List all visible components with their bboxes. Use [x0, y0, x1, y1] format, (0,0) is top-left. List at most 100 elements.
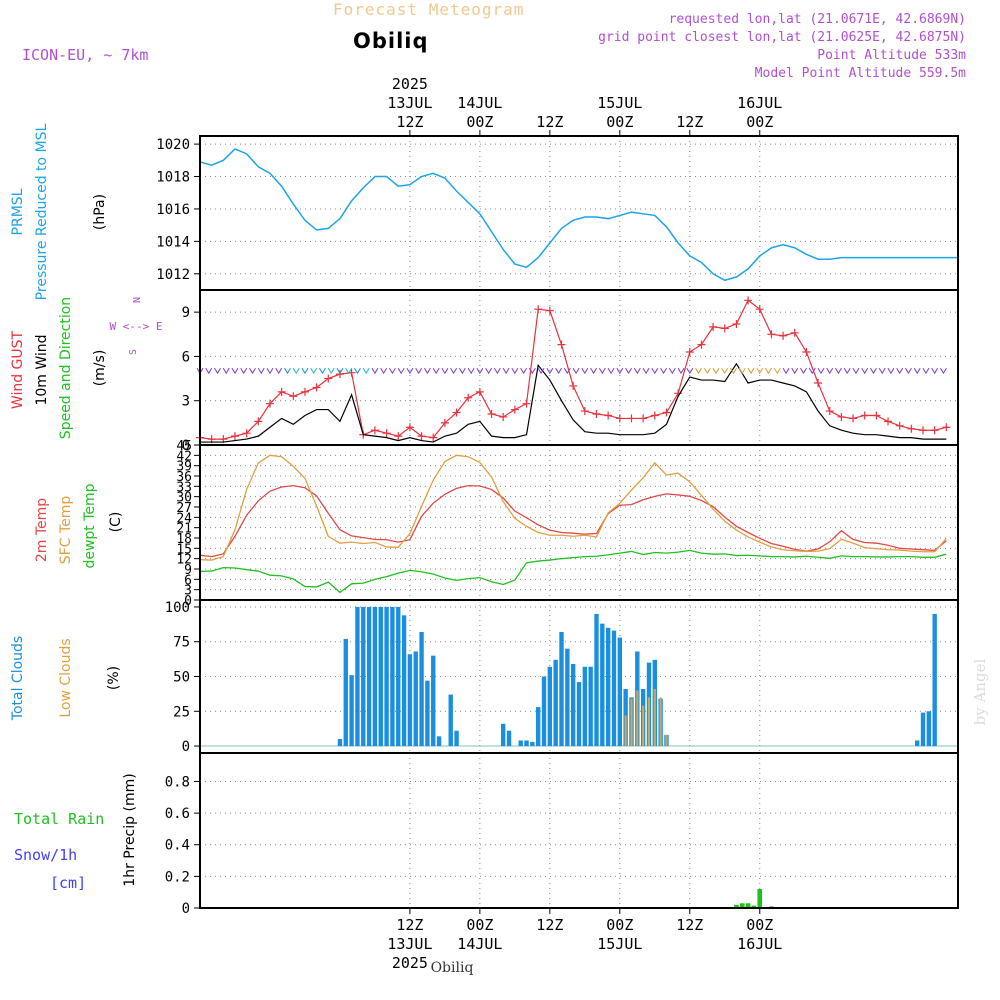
- gust-marker: [720, 324, 729, 333]
- total-cloud-bar: [617, 637, 623, 747]
- wind-dir-label: Speed and Direction: [58, 297, 74, 439]
- wind-direction-arrow: [826, 367, 834, 375]
- bottom-time-label: 15JUL: [597, 935, 642, 953]
- wind-direction-arrow: [782, 367, 790, 375]
- wind-direction-arrow: [415, 367, 423, 375]
- wind-direction-arrow: [257, 367, 265, 375]
- bottom-time-label: 00Z: [466, 916, 493, 934]
- wind-unit: (m/s): [92, 350, 108, 387]
- wind-direction-arrow: [660, 367, 667, 375]
- wind-direction-arrow: [563, 367, 571, 375]
- wind-direction-arrow: [808, 367, 816, 375]
- panel-border: [199, 135, 959, 291]
- wind-direction-arrow: [476, 367, 484, 375]
- wind-direction-arrow: [730, 367, 737, 375]
- gust-marker: [685, 348, 694, 356]
- gust-marker: [475, 387, 484, 396]
- gust-marker: [837, 412, 846, 421]
- gust-marker: [825, 407, 834, 416]
- gust-marker: [779, 331, 788, 340]
- wind-direction-arrow: [319, 367, 326, 375]
- wind-direction-arrow: [590, 367, 598, 375]
- gust-marker: [534, 305, 543, 314]
- total-cloud-bar: [582, 666, 588, 747]
- gust-marker: [464, 393, 473, 402]
- top-time-label: 00Z: [466, 113, 493, 131]
- total-cloud-bar: [594, 613, 599, 747]
- pressure-tick-label: 1014: [156, 234, 190, 250]
- temp-tick-label: 18: [176, 532, 192, 547]
- footer-location: Obiliq: [431, 960, 474, 976]
- gust-marker: [895, 421, 904, 430]
- wind-direction-arrow: [266, 367, 274, 375]
- gust-marker: [697, 340, 706, 349]
- wind-direction-arrow: [922, 367, 930, 375]
- precip-tick-label: 0.8: [165, 774, 190, 790]
- wind-direction-arrow: [905, 367, 912, 375]
- wind-direction-arrow: [913, 367, 921, 375]
- wind-direction-arrow: [292, 367, 300, 375]
- total-cloud-bar: [541, 676, 547, 747]
- low-cloud-bar: [653, 689, 656, 747]
- wind-direction-arrow: [354, 367, 361, 375]
- gust-marker: [487, 410, 496, 418]
- total-cloud-bar: [407, 654, 413, 747]
- temp-tick-label: 3: [184, 584, 192, 599]
- total-cloud-bar: [518, 740, 523, 747]
- gust-marker: [732, 319, 741, 328]
- wind-direction-arrow: [765, 367, 772, 375]
- gust-marker: [440, 418, 449, 427]
- compass-n: N: [132, 297, 143, 303]
- bottom-time-label: 13JUL: [387, 935, 432, 953]
- wind-direction-arrow: [249, 367, 256, 375]
- wind-direction-arrow: [817, 367, 825, 375]
- gust-marker: [230, 432, 239, 441]
- wind-direction-arrow: [668, 367, 676, 375]
- temp-tick-label: 6: [184, 573, 192, 588]
- pressure-title: PRMSL: [10, 188, 26, 235]
- gust-marker: [860, 411, 869, 420]
- total-cloud-bar: [600, 623, 605, 747]
- temp-tick-label: 9: [184, 563, 192, 578]
- gust-marker: [884, 417, 893, 426]
- wind-direction-arrow: [423, 367, 431, 375]
- bottom-time-label: 2025: [392, 954, 428, 972]
- wind-direction-arrow: [861, 367, 869, 375]
- temp-tick-label: 27: [176, 501, 192, 516]
- header-info-1: grid point closest lon,lat (21.0625E, 42…: [598, 30, 966, 45]
- rain-bar: [751, 905, 757, 908]
- wind-tick-label: 6: [182, 349, 190, 365]
- top-time-label: 2025: [392, 75, 428, 93]
- bottom-time-label: 14JUL: [457, 935, 502, 953]
- temp-tick-label: 30: [176, 491, 192, 506]
- wind-direction-arrow: [537, 367, 545, 375]
- gust-marker: [650, 411, 659, 420]
- temp-tick-label: 36: [176, 470, 192, 485]
- gust-marker: [814, 379, 823, 387]
- wind-direction-arrow: [485, 367, 493, 375]
- precip-tick-label: 0: [182, 901, 190, 917]
- model-label: ICON-EU, ~ 7km: [22, 46, 148, 64]
- wind-direction-arrow: [852, 367, 860, 375]
- total-cloud-bar: [343, 638, 348, 747]
- wind-direction-arrow: [528, 367, 536, 375]
- top-time-label: 16JUL: [737, 94, 782, 112]
- precip-axis-label: 1hr Precip (mm): [122, 773, 138, 886]
- wind-direction-arrow: [747, 367, 755, 375]
- gust-marker: [615, 414, 624, 423]
- cloud-tick-label: 75: [173, 635, 190, 651]
- wind-direction-arrow: [214, 367, 221, 375]
- wind-gust-label: Wind GUST: [10, 330, 26, 409]
- wind-direction-arrow: [555, 367, 563, 375]
- total-cloud-bar: [506, 730, 512, 747]
- wind-direction-arrow: [240, 367, 248, 375]
- top-time-label: 14JUL: [457, 94, 502, 112]
- low-cloud-bar: [630, 698, 633, 747]
- gust-marker: [580, 407, 589, 416]
- temp-tick-label: 21: [176, 522, 192, 537]
- gust-marker: [405, 423, 414, 432]
- total-cloud-bar: [611, 630, 617, 747]
- total-cloud-bar: [419, 631, 424, 747]
- wind-direction-arrow: [520, 367, 528, 375]
